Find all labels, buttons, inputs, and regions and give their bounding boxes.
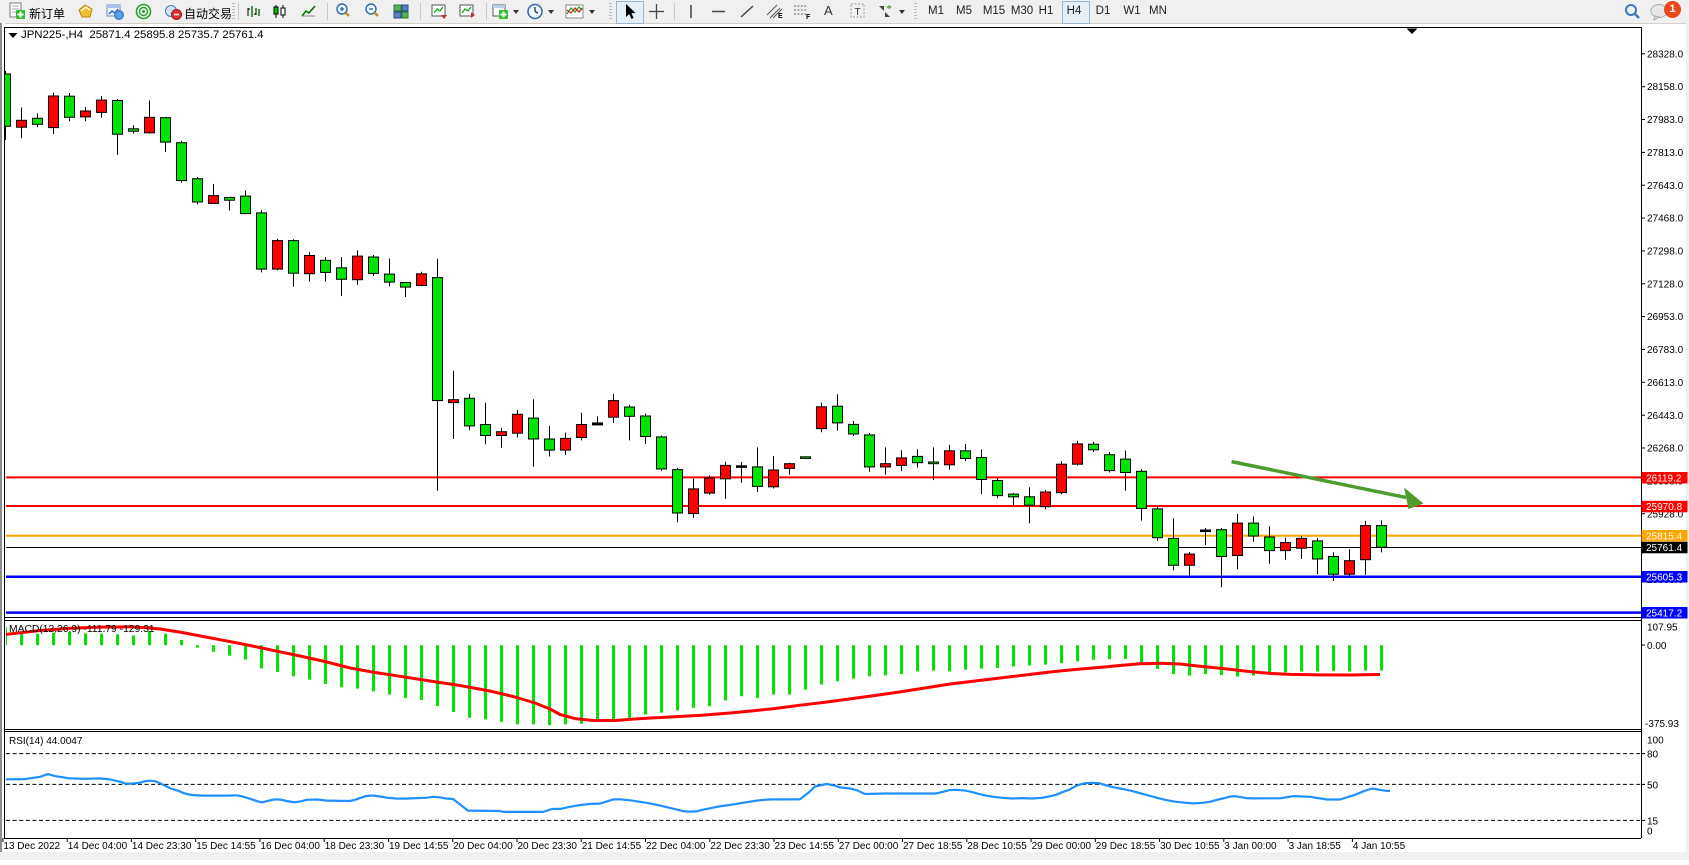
svg-text:107.95: 107.95 (1647, 623, 1678, 634)
svg-text:29 Dec 00:00: 29 Dec 00:00 (1032, 841, 1092, 852)
svg-text:25605.3: 25605.3 (1646, 572, 1683, 583)
svg-text:26953.0: 26953.0 (1647, 312, 1684, 323)
svg-text:0.00: 0.00 (1647, 641, 1667, 652)
svg-text:25761.4: 25761.4 (1646, 543, 1683, 554)
svg-text:16 Dec 04:00: 16 Dec 04:00 (260, 841, 320, 852)
svg-text:3 Jan 18:55: 3 Jan 18:55 (1289, 841, 1342, 852)
svg-text:18 Dec 23:30: 18 Dec 23:30 (325, 841, 385, 852)
svg-text:0: 0 (1647, 827, 1653, 838)
svg-text:27128.0: 27128.0 (1647, 279, 1684, 290)
svg-text:14 Dec 04:00: 14 Dec 04:00 (68, 841, 128, 852)
svg-text:29 Dec 18:55: 29 Dec 18:55 (1096, 841, 1156, 852)
svg-text:23 Dec 14:55: 23 Dec 14:55 (775, 841, 835, 852)
svg-text:22 Dec 23:30: 22 Dec 23:30 (710, 841, 770, 852)
svg-text:F: F (806, 14, 811, 20)
svg-text:15: 15 (1647, 816, 1659, 827)
svg-text:27468.0: 27468.0 (1647, 214, 1684, 225)
svg-text:27298.0: 27298.0 (1647, 247, 1684, 258)
svg-text:-375.93: -375.93 (1645, 719, 1679, 730)
svg-text:T: T (855, 7, 861, 18)
svg-text:50: 50 (1647, 780, 1659, 791)
svg-text:27643.0: 27643.0 (1647, 181, 1684, 192)
svg-text:26443.0: 26443.0 (1647, 411, 1684, 422)
svg-text:80: 80 (1647, 750, 1659, 761)
svg-text:28 Dec 10:55: 28 Dec 10:55 (967, 841, 1027, 852)
svg-text:3 Jan 00:00: 3 Jan 00:00 (1224, 841, 1277, 852)
svg-text:MACD(12,26,9) -111.79 -129.31: MACD(12,26,9) -111.79 -129.31 (9, 624, 155, 635)
svg-text:25815.4: 25815.4 (1646, 531, 1683, 542)
svg-text:30 Dec 10:55: 30 Dec 10:55 (1160, 841, 1220, 852)
svg-text:JPN225-,H4 25871.4 25895.8 25: JPN225-,H4 25871.4 25895.8 25735.7 25761… (21, 29, 264, 41)
svg-text:25928.0: 25928.0 (1647, 509, 1684, 520)
svg-text:15 Dec 14:55: 15 Dec 14:55 (196, 841, 256, 852)
svg-text:13 Dec 2022: 13 Dec 2022 (3, 841, 60, 852)
svg-text:20 Dec 04:00: 20 Dec 04:00 (453, 841, 513, 852)
svg-text:26268.0: 26268.0 (1647, 444, 1684, 455)
svg-text:28158.0: 28158.0 (1647, 82, 1684, 93)
svg-text:22 Dec 04:00: 22 Dec 04:00 (646, 841, 706, 852)
svg-text:21 Dec 14:55: 21 Dec 14:55 (582, 841, 642, 852)
svg-text:25970.8: 25970.8 (1646, 502, 1683, 513)
svg-text:19 Dec 14:55: 19 Dec 14:55 (389, 841, 449, 852)
svg-text:26783.0: 26783.0 (1647, 345, 1684, 356)
svg-text:100: 100 (1647, 736, 1664, 747)
svg-text:RSI(14) 44.0047: RSI(14) 44.0047 (9, 736, 83, 747)
svg-text:14 Dec 23:30: 14 Dec 23:30 (132, 841, 192, 852)
svg-text:25417.2: 25417.2 (1646, 608, 1683, 619)
svg-text:27813.0: 27813.0 (1647, 148, 1684, 159)
svg-text:20 Dec 23:30: 20 Dec 23:30 (518, 841, 578, 852)
svg-text:27 Dec 18:55: 27 Dec 18:55 (903, 841, 963, 852)
svg-text:27983.0: 27983.0 (1647, 115, 1684, 126)
svg-text:E: E (778, 13, 783, 20)
svg-text:26119.2: 26119.2 (1646, 473, 1682, 484)
svg-text:4 Jan 10:55: 4 Jan 10:55 (1353, 841, 1406, 852)
svg-text:26613.0: 26613.0 (1647, 378, 1684, 389)
svg-text:28328.0: 28328.0 (1647, 49, 1684, 60)
svg-text:27 Dec 00:00: 27 Dec 00:00 (839, 841, 899, 852)
